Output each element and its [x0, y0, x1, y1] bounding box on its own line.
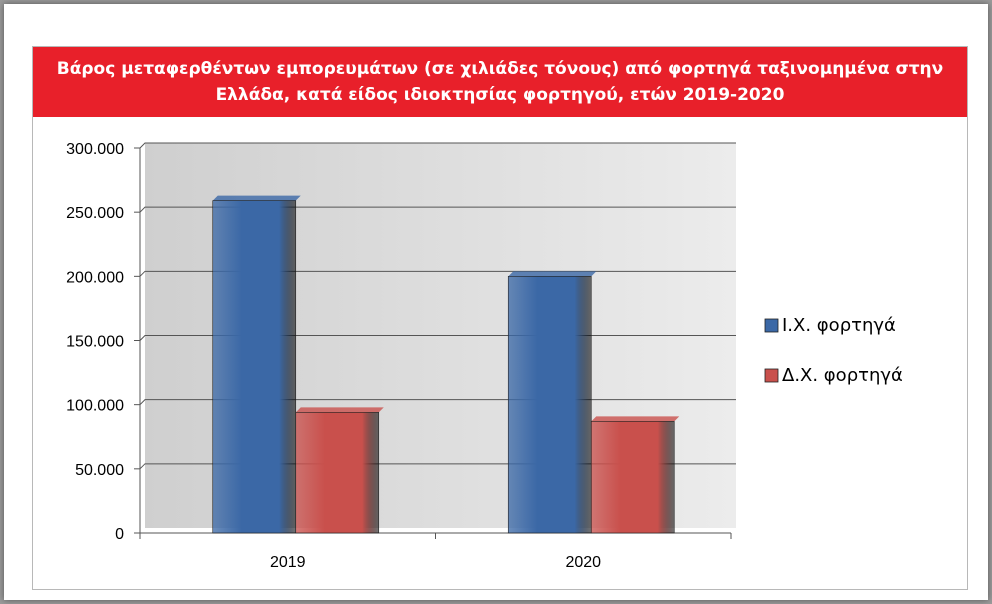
bar — [295, 412, 380, 534]
bar — [507, 276, 592, 534]
gridline — [139, 206, 736, 213]
y-tick-label: 150.000 — [66, 334, 124, 351]
legend-label: Ι.Χ. φορτηγά — [782, 315, 896, 336]
chart-title: Βάρος μεταφερθέντων εμπορευμάτων (σε χιλ… — [33, 47, 967, 117]
y-tick-label: 0 — [115, 526, 124, 543]
gridline — [139, 142, 736, 149]
bar-top — [212, 195, 301, 201]
bar-top — [591, 416, 680, 422]
x-tick-label: 2019 — [270, 554, 306, 571]
bar — [212, 200, 297, 534]
legend-label: Δ.Χ. φορτηγά — [782, 365, 903, 386]
legend-swatch — [764, 318, 779, 333]
y-tick-label: 100.000 — [66, 398, 124, 415]
bar-top — [508, 271, 597, 277]
y-tick-label: 200.000 — [66, 269, 124, 286]
legend-swatch — [764, 368, 779, 383]
bar-top — [295, 407, 384, 413]
x-tick-label: 2020 — [565, 554, 601, 571]
y-tick-label: 50.000 — [75, 462, 124, 479]
y-tick-label: 300.000 — [66, 141, 124, 158]
y-tick-label: 250.000 — [66, 205, 124, 222]
bar — [590, 421, 675, 534]
